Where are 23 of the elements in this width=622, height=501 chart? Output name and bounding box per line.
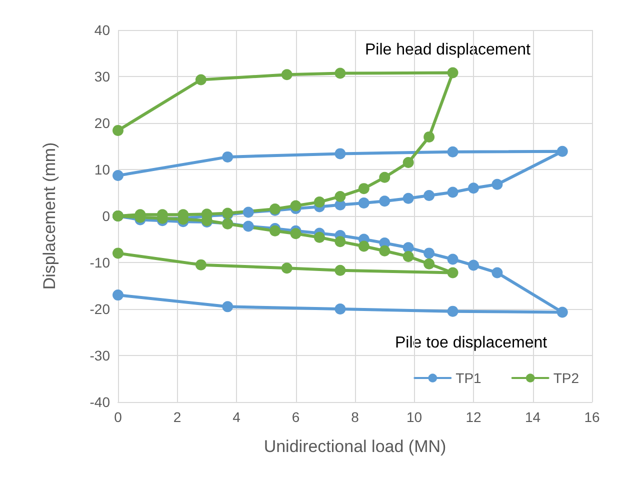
x-tick-label: 6 xyxy=(292,409,300,425)
legend-label: TP2 xyxy=(553,370,580,386)
annotation: Pile head displacement xyxy=(365,42,531,58)
y-tick-label: 40 xyxy=(94,22,110,38)
x-tick-label: 16 xyxy=(584,409,600,425)
x-tick-label: 2 xyxy=(173,409,182,425)
legend-label: TP1 xyxy=(456,370,482,386)
y-tick-label: -40 xyxy=(90,394,110,410)
y-tick-label: 10 xyxy=(94,162,110,178)
x-tick-label: 12 xyxy=(466,409,482,425)
x-tick-label: 14 xyxy=(524,409,541,425)
x-tick-label: 4 xyxy=(232,409,241,425)
y-axis-title: Displacement (mm) xyxy=(40,142,59,290)
y-tick-label: -10 xyxy=(90,254,110,270)
y-tick-label: -30 xyxy=(90,348,110,364)
y-tick-label: 0 xyxy=(102,208,110,224)
x-tick-label: 10 xyxy=(406,409,422,425)
y-tick-label: 20 xyxy=(94,115,110,131)
y-tick-label: -20 xyxy=(90,301,110,317)
x-tick-label: 8 xyxy=(351,409,360,425)
x-axis-title: Unidirectional load (MN) xyxy=(264,437,446,456)
y-tick-label: 30 xyxy=(94,68,110,84)
x-tick-label: 0 xyxy=(114,409,122,425)
